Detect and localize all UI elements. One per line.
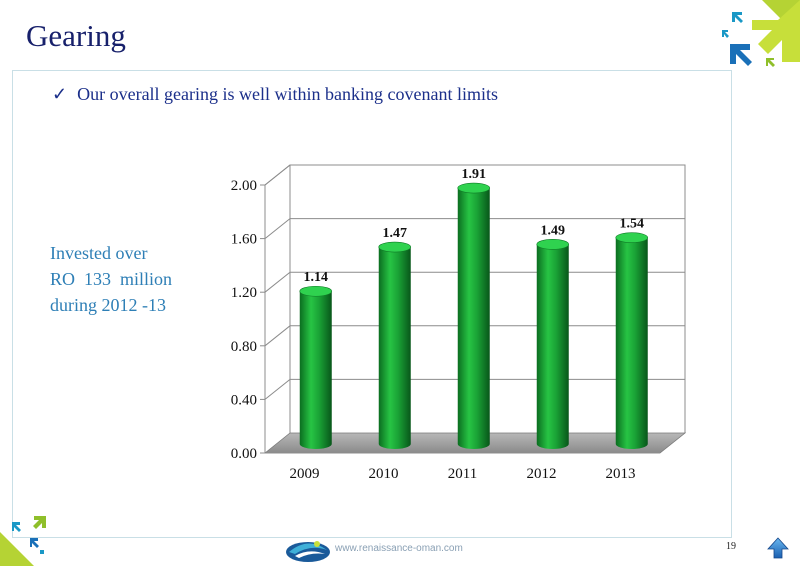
y-tick-label: 2.00 xyxy=(231,178,257,194)
page-number: 19 xyxy=(726,541,736,552)
data-label: 1.54 xyxy=(620,217,645,232)
data-label: 1.49 xyxy=(541,223,566,238)
side-note-line-2: RO 133 million xyxy=(50,269,173,289)
y-axis-labels: 0.00 0.40 0.80 1.20 1.60 2.00 xyxy=(231,178,265,462)
up-arrow-home-icon[interactable] xyxy=(767,537,789,559)
y-tick-label: 1.20 xyxy=(231,285,257,301)
bar-top xyxy=(536,239,570,250)
x-axis-labels: 2009 2010 2011 2012 2013 xyxy=(290,466,636,482)
bar xyxy=(299,285,333,449)
x-tick-label: 2012 xyxy=(527,466,557,482)
bar-body xyxy=(457,188,490,449)
bullet-point: ✓ Our overall gearing is well within bank… xyxy=(52,84,498,105)
data-labels: 1.14 1.47 1.91 1.49 1.54 xyxy=(304,167,645,285)
x-tick-label: 2010 xyxy=(369,466,399,482)
footer-url: www.renaissance-oman.com xyxy=(335,543,463,554)
data-label: 1.14 xyxy=(304,270,329,285)
bar xyxy=(536,239,570,449)
data-label: 1.47 xyxy=(383,226,408,241)
bar xyxy=(378,241,412,449)
y-tick-label: 0.40 xyxy=(231,392,257,408)
bar-body xyxy=(536,244,569,449)
y-tick-label: 0.80 xyxy=(231,339,257,355)
checkmark-icon: ✓ xyxy=(52,84,68,104)
bullet-text: Our overall gearing is well within banki… xyxy=(77,84,499,104)
bar-top xyxy=(378,241,412,253)
arrows-decoration-icon xyxy=(722,0,800,67)
gridline xyxy=(264,218,685,239)
bar-body xyxy=(299,291,332,449)
content-frame xyxy=(12,70,732,538)
x-tick-label: 2013 xyxy=(606,466,636,482)
y-tick-label: 0.00 xyxy=(231,446,257,462)
x-tick-label: 2009 xyxy=(290,466,320,482)
y-tick-label: 1.60 xyxy=(231,232,257,248)
x-tick-label: 2011 xyxy=(448,466,477,482)
bar-top xyxy=(615,232,649,243)
bar-top xyxy=(299,285,333,297)
side-note: Invested over RO 133 million during 2012… xyxy=(50,240,172,318)
arrows-decoration-icon xyxy=(0,516,46,566)
bar xyxy=(615,232,649,449)
side-note-line-1: Invested over xyxy=(50,243,148,263)
chart-bars xyxy=(299,182,649,449)
bar-body xyxy=(615,237,648,449)
company-logo-icon xyxy=(286,541,330,562)
gridline xyxy=(264,164,685,186)
data-label: 1.91 xyxy=(462,167,487,182)
side-note-line-3: during 2012 -13 xyxy=(50,295,166,315)
bar xyxy=(457,182,491,449)
bar-body xyxy=(378,247,411,449)
bar-top xyxy=(457,182,491,194)
slide-title: Gearing xyxy=(26,18,126,53)
